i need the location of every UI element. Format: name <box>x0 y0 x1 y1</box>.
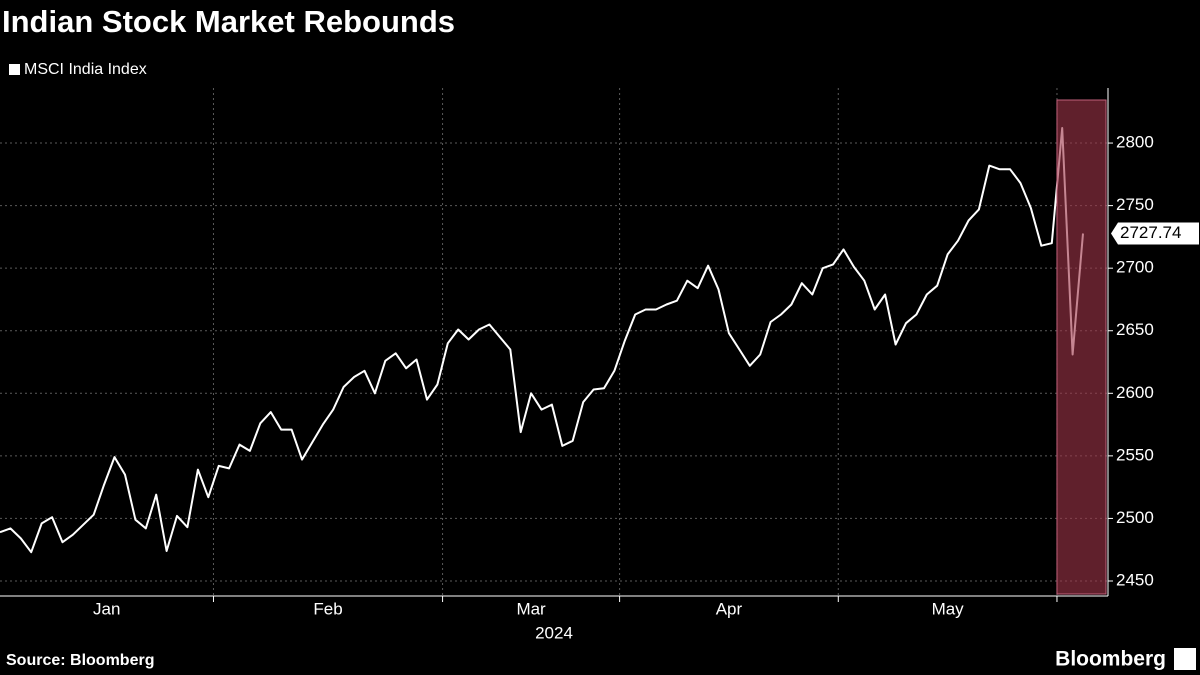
y-tick-label: 2450 <box>1116 570 1154 589</box>
x-tick-label: Mar <box>516 599 546 618</box>
y-tick-label: 2700 <box>1116 258 1154 277</box>
y-tick-label: 2750 <box>1116 195 1154 214</box>
x-tick-label: Apr <box>716 599 743 618</box>
legend-swatch <box>9 64 20 75</box>
y-tick-label: 2600 <box>1116 383 1154 402</box>
x-axis-year: 2024 <box>535 623 573 642</box>
chart-title: Indian Stock Market Rebounds <box>2 4 455 39</box>
x-tick-label: Feb <box>313 599 342 618</box>
y-tick-label: 2500 <box>1116 508 1154 527</box>
last-value-label: 2727.74 <box>1120 223 1181 242</box>
brand-icon <box>1174 648 1196 670</box>
y-tick-label: 2800 <box>1116 133 1154 152</box>
line-series <box>0 127 1084 554</box>
source: Source: Bloomberg <box>6 652 154 669</box>
y-tick-label: 2650 <box>1116 320 1154 339</box>
y-tick-label: 2550 <box>1116 445 1154 464</box>
legend-label: MSCI India Index <box>24 61 147 78</box>
x-tick-label: Jan <box>93 599 120 618</box>
x-tick-label: May <box>932 599 965 618</box>
highlight-band <box>1056 99 1107 595</box>
last-value-box <box>1111 222 1199 245</box>
brand: Bloomberg <box>1055 648 1166 671</box>
